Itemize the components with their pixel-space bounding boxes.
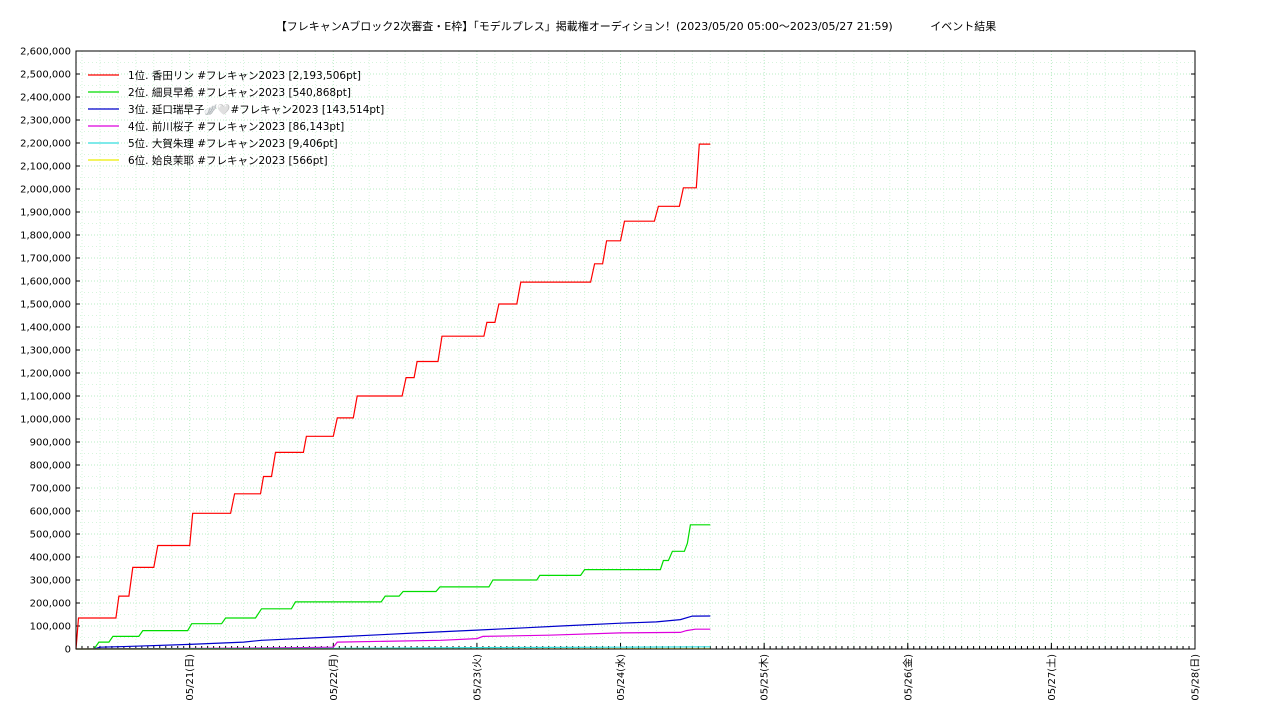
legend-label: 2位. 細貝早希 #フレキャン2023 [540,868pt] — [128, 86, 351, 99]
x-tick-label: 05/27(土) — [1045, 654, 1058, 701]
y-tick-label: 1,200,000 — [20, 369, 71, 380]
y-tick-label: 1,300,000 — [20, 346, 71, 357]
y-tick-label: 800,000 — [30, 461, 71, 472]
chart-subtitle: イベント結果 — [930, 19, 996, 33]
y-tick-label: 1,700,000 — [20, 254, 71, 265]
y-tick-label: 2,600,000 — [20, 47, 71, 58]
x-tick-label: 05/22(月) — [328, 654, 340, 701]
y-tick-label: 0 — [65, 645, 71, 656]
y-tick-label: 1,500,000 — [20, 300, 71, 311]
legend-label: 3位. 延口瑞早子🪽🤍#フレキャン2023 [143,514pt] — [128, 103, 384, 116]
y-tick-label: 500,000 — [30, 530, 71, 541]
series-line-4 — [75, 628, 711, 650]
y-tick-label: 1,400,000 — [20, 323, 71, 334]
y-tick-label: 1,000,000 — [20, 415, 71, 426]
y-axis: 2,600,000 2,500,000 2,400,000 2,300,000 2,20… — [20, 47, 71, 656]
x-axis: 05/21(日) 05/22(月) 05/23(火) 05/24(水) 05/25(木)… — [185, 654, 1201, 701]
y-tick-label: 300,000 — [30, 576, 71, 587]
y-tick-label: 1,800,000 — [20, 231, 71, 242]
chart-title: 【フレキャンAブロック2次審査・E枠】「モデルプレス」掲載権オーディション！(2… — [276, 19, 996, 33]
legend-label: 6位. 姶良茉耶 #フレキャン2023 [566pt] — [128, 154, 328, 167]
series-line-1 — [75, 143, 711, 650]
legend-label: 4位. 前川桜子 #フレキャン2023 [86,143pt] — [128, 120, 344, 133]
y-tick-label: 2,400,000 — [20, 93, 71, 104]
x-tick-label: 05/25(木) — [759, 654, 771, 701]
legend-label: 1位. 香田リン #フレキャン2023 [2,193,506pt] — [128, 69, 361, 82]
y-tick-label: 1,100,000 — [20, 392, 71, 403]
legend-label: 5位. 大賀朱理 #フレキャン2023 [9,406pt] — [128, 137, 338, 150]
y-tick-label: 600,000 — [30, 507, 71, 518]
y-tick-label: 2,500,000 — [20, 70, 71, 81]
series-line-3 — [93, 615, 711, 650]
y-tick-label: 400,000 — [30, 553, 71, 564]
y-tick-label: 1,600,000 — [20, 277, 71, 288]
x-tick-label: 05/21(日) — [185, 654, 196, 701]
x-tick-label: 05/26(金) — [901, 654, 914, 701]
chart-title-main: 【フレキャンAブロック2次審査・E枠】「モデルプレス」掲載権オーディション！(2… — [276, 19, 893, 33]
y-tick-label: 100,000 — [30, 622, 71, 633]
legend: 1位. 香田リン #フレキャン2023 [2,193,506pt] 2位. 細貝早… — [88, 69, 384, 167]
grid — [76, 50, 1196, 650]
x-tick-label: 05/23(火) — [471, 654, 483, 701]
y-tick-label: 700,000 — [30, 484, 71, 495]
series-line-2 — [93, 524, 711, 650]
y-tick-label: 900,000 — [30, 438, 71, 449]
x-tick-label: 05/28(日) — [1191, 654, 1202, 701]
y-tick-label: 200,000 — [30, 599, 71, 610]
y-tick-label: 2,100,000 — [20, 162, 71, 173]
y-tick-label: 2,200,000 — [20, 139, 71, 150]
series-lines — [75, 143, 711, 650]
y-tick-label: 1,900,000 — [20, 208, 71, 219]
y-tick-label: 2,000,000 — [20, 185, 71, 196]
y-tick-label: 2,300,000 — [20, 116, 71, 127]
plot-frame — [75, 50, 1196, 650]
x-tick-label: 05/24(水) — [615, 654, 627, 701]
